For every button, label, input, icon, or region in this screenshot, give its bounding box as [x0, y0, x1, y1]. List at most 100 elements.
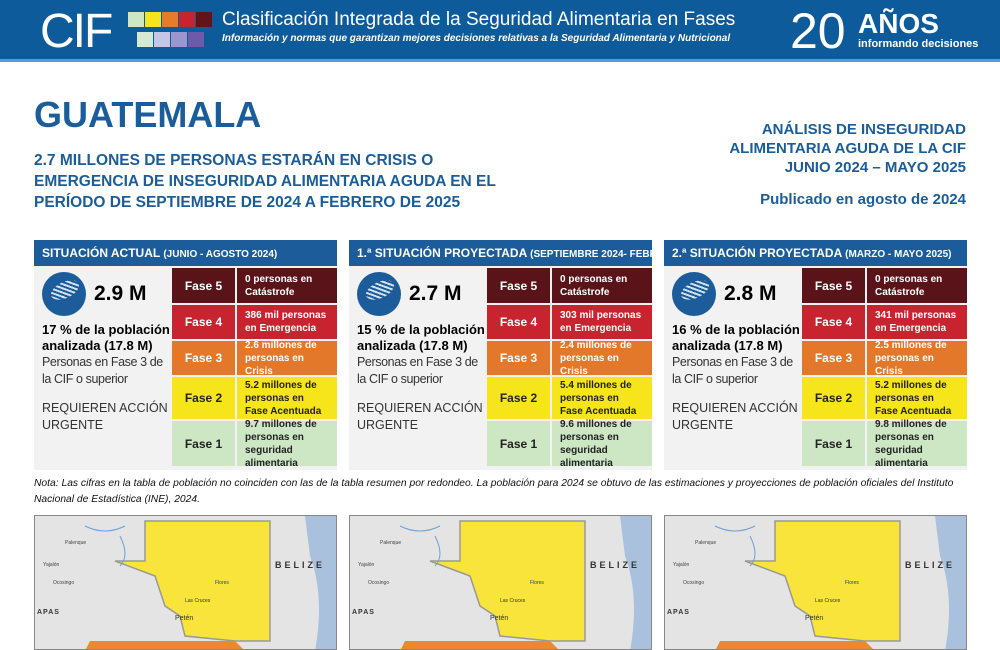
anniversary-tagline: informando decisiones [858, 38, 979, 50]
phase-row: Fase 1 9.8 millones de personas en segur… [802, 419, 967, 469]
phase-description: 9.8 millones de personas en seguridad al… [867, 419, 967, 469]
phase-description: 386 mil personas en Emergencia [237, 305, 337, 339]
urgent-action: REQUIEREN ACCIÓN URGENTE [42, 401, 168, 432]
phase3-description: Personas en Fase 3 de la CIF o superior [357, 355, 478, 386]
map-label-belize: BELIZE [275, 560, 325, 570]
map-label-yajalon: Yajalón [673, 562, 690, 568]
phase-label: Fase 5 [487, 268, 550, 303]
phase-square [179, 12, 195, 27]
phase-row: Fase 2 5.2 millones de personas en Fase … [172, 377, 337, 419]
phase-row: Fase 5 0 personas en Catástrofe [802, 268, 967, 303]
phase-label: Fase 3 [487, 341, 550, 375]
phase3-description: Personas en Fase 3 de la CIF o superior [42, 355, 163, 386]
map-label-ocosingo: Ocosingo [368, 580, 389, 586]
anniversary-years: AÑOS [858, 8, 939, 39]
population-percent: 16 % de la población analizada (17.8 M) [672, 322, 800, 353]
panel-title: 1.ª SITUACIÓN PROYECTADA [357, 246, 527, 260]
headline: 2.7 MILLONES DE PERSONAS ESTARÁN EN CRIS… [34, 152, 496, 211]
phase-description: 2.5 millones de personas en Crisis [867, 340, 967, 377]
population-percent: 17 % de la población analizada (17.8 M) [42, 322, 170, 353]
map-label-chiapas: APAS [352, 609, 375, 616]
phase-label: Fase 4 [172, 305, 235, 339]
map-label-flores: Flores [530, 580, 544, 586]
map-label-las-cruces: Las Cruces [185, 598, 211, 604]
map-label-flores: Flores [845, 580, 859, 586]
situation-panel: 2.ª SITUACIÓN PROYECTADA (MARZO - MAYO 2… [664, 240, 967, 470]
phase-square [162, 12, 178, 27]
urgent-action: REQUIEREN ACCIÓN URGENTE [672, 401, 798, 432]
analysis-title: ANÁLISIS DE INSEGURIDAD ALIMENTARIA AGUD… [666, 120, 966, 177]
map-label-chiapas: APAS [667, 609, 690, 616]
panel-title: 2.ª SITUACIÓN PROYECTADA [672, 246, 842, 260]
total-population: 2.8 M [724, 282, 777, 305]
map-label-flores: Flores [215, 580, 229, 586]
header-banner: CIF Clasificación Integrada de la Seguri… [0, 0, 1000, 62]
panel-period: (SEPTIEMBRE 2024- FEBRERO 2025) [530, 249, 652, 260]
map-label-peten: Petén [805, 615, 823, 622]
phase-row: Fase 4 386 mil personas en Emergencia [172, 305, 337, 339]
analysis-line: ALIMENTARIA AGUDA DE LA CIF [729, 140, 966, 157]
map-label-ocosingo: Ocosingo [683, 580, 704, 586]
phase-square [145, 12, 161, 27]
panel-header: 1.ª SITUACIÓN PROYECTADA (SEPTIEMBRE 202… [349, 240, 652, 266]
map-label-palenque: Palenque [695, 540, 716, 546]
map-label-ocosingo: Ocosingo [53, 580, 74, 586]
phase-row: Fase 4 303 mil personas en Emergencia [487, 305, 652, 339]
phase-label: Fase 1 [172, 421, 235, 466]
map-label-palenque: Palenque [380, 540, 401, 546]
anniversary-number: 20 [790, 3, 846, 59]
phase-row: Fase 2 5.2 millones de personas en Fase … [802, 377, 967, 419]
phase-description: 9.7 millones de personas en seguridad al… [237, 419, 337, 469]
country-title: GUATEMALA [34, 94, 262, 135]
total-population: 2.7 M [409, 282, 462, 305]
panel-header: 2.ª SITUACIÓN PROYECTADA (MARZO - MAYO 2… [664, 240, 967, 266]
map-label-belize: BELIZE [905, 560, 955, 570]
analysis-line: ANÁLISIS DE INSEGURIDAD [761, 121, 966, 138]
ipc-map: BELIZE APAS Petén Flores Las Cruces Pale… [349, 515, 652, 650]
map-label-chiapas: APAS [37, 609, 60, 616]
phase-label: Fase 2 [487, 377, 550, 419]
analysis-period: JUNIO 2024 – MAYO 2025 [784, 159, 966, 176]
phase-square [196, 12, 212, 27]
map-label-las-cruces: Las Cruces [815, 598, 841, 604]
phase-square [154, 32, 170, 47]
phase-label: Fase 2 [172, 377, 235, 419]
phase-description: 0 personas en Catástrofe [237, 268, 337, 303]
phase-description: 5.4 millones de personas en Fase Acentua… [552, 377, 652, 419]
situation-panel: SITUACIÓN ACTUAL (JUNIO - AGOSTO 2024) 2… [34, 240, 337, 470]
phase-row: Fase 2 5.4 millones de personas en Fase … [487, 377, 652, 419]
phase-table: Fase 5 0 personas en Catástrofe Fase 4 3… [802, 268, 967, 469]
panel-period: (MARZO - MAYO 2025) [845, 249, 952, 260]
phase-label: Fase 5 [802, 268, 865, 303]
phase3-description: Personas en Fase 3 de la CIF o superior [672, 355, 793, 386]
phase-square [171, 32, 187, 47]
phase-label: Fase 3 [802, 341, 865, 375]
phase-label: Fase 5 [172, 268, 235, 303]
ipc-population-icon [672, 272, 716, 316]
phase-label: Fase 1 [487, 421, 550, 466]
population-percent: 15 % de la población analizada (17.8 M) [357, 322, 485, 353]
cif-logo: CIF [40, 5, 113, 58]
phase-description: 2.4 millones de personas en Crisis [552, 340, 652, 377]
phase-description: 5.2 millones de personas en Fase Acentua… [867, 377, 967, 419]
phase-label: Fase 1 [802, 421, 865, 466]
phase-description: 0 personas en Catástrofe [552, 268, 652, 303]
published-date: Publicado en agosto de 2024 [760, 191, 966, 208]
phase-row: Fase 3 2.5 millones de personas en Crisi… [802, 340, 967, 377]
footnote: Nota: Las cifras en la tabla de població… [34, 478, 954, 505]
phase-label: Fase 4 [487, 305, 550, 339]
phase-square [137, 32, 153, 47]
phase-description: 0 personas en Catástrofe [867, 268, 967, 303]
phase-row: Fase 3 2.4 millones de personas en Crisi… [487, 340, 652, 377]
phase-label: Fase 3 [172, 341, 235, 375]
panel-header: SITUACIÓN ACTUAL (JUNIO - AGOSTO 2024) [34, 240, 337, 266]
phase-label: Fase 2 [802, 377, 865, 419]
phase-square [128, 12, 144, 27]
map-label-peten: Petén [175, 615, 193, 622]
ipc-map: BELIZE APAS Petén Flores Las Cruces Pale… [664, 515, 967, 650]
phase-row: Fase 1 9.6 millones de personas en segur… [487, 419, 652, 469]
phase-description: 341 mil personas en Emergencia [867, 305, 967, 339]
phase-description: 5.2 millones de personas en Fase Acentua… [237, 377, 337, 419]
urgent-action: REQUIEREN ACCIÓN URGENTE [357, 401, 483, 432]
panel-period: (JUNIO - AGOSTO 2024) [163, 249, 278, 260]
